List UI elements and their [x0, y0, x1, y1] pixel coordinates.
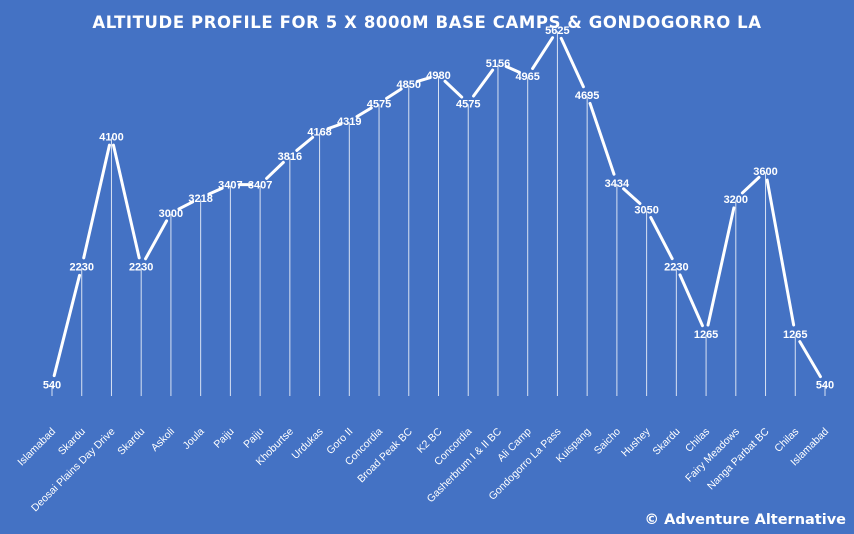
data-label: 1265: [783, 329, 807, 341]
series-segment: [52, 273, 82, 378]
series-segment: [622, 187, 642, 205]
x-tick-label: Paiju: [212, 426, 237, 451]
series-segment: [207, 186, 224, 196]
drop-lines: [51, 31, 826, 396]
x-tick-label: Skardu: [650, 426, 682, 458]
series-segment: [111, 143, 141, 260]
x-tick-label: Askoli: [149, 426, 177, 454]
data-label: 3218: [188, 193, 212, 205]
x-tick-label: Paiju: [241, 426, 266, 451]
data-label: 4850: [397, 79, 421, 91]
series-segment: [415, 76, 432, 83]
data-label: 4575: [456, 98, 480, 110]
data-label: 3407: [248, 180, 272, 192]
x-tick-label: Joula: [181, 426, 207, 452]
data-label: 5625: [545, 25, 569, 37]
series-segment: [706, 206, 736, 327]
data-label: 3600: [753, 166, 777, 178]
series-segment: [144, 219, 169, 261]
series-segment: [472, 68, 495, 98]
series-segment: [531, 36, 555, 71]
x-tick-label: Urdukas: [290, 426, 326, 462]
data-label: 3434: [605, 178, 630, 190]
altitude-series: [52, 36, 822, 379]
data-label: 4980: [426, 70, 450, 82]
series-segment: [82, 143, 111, 260]
series-segment: [326, 122, 343, 131]
data-label: 3050: [634, 205, 658, 217]
x-tick-label: Islamabad: [15, 426, 58, 469]
x-tick-label: Hushey: [619, 425, 653, 459]
data-label: 3816: [278, 151, 302, 163]
data-label: 4965: [515, 71, 539, 83]
series-segment: [678, 273, 704, 328]
series-segment: [504, 64, 521, 74]
series-segment: [295, 135, 315, 152]
series-segment: [265, 160, 285, 180]
x-tick-label: Saicho: [592, 426, 623, 457]
data-label: 540: [43, 379, 61, 391]
data-label: 4319: [337, 116, 361, 128]
series-segment: [798, 340, 822, 379]
data-label: 2230: [664, 262, 688, 274]
data-label: 4168: [307, 127, 331, 139]
series-segment: [177, 200, 195, 211]
data-label: 2230: [69, 262, 93, 274]
data-label: 3000: [159, 208, 183, 220]
data-label: 1265: [694, 329, 718, 341]
series-segment: [355, 106, 373, 118]
series-segment: [740, 175, 761, 195]
data-labels: 540 2230 4100 2230 3000 3218 3407 3407 3816 4168 4…: [43, 25, 834, 391]
series-segment: [443, 79, 464, 99]
data-label: 2230: [129, 262, 153, 274]
data-label: 3407: [218, 180, 242, 192]
series-segment: [765, 178, 796, 327]
data-label: 5156: [486, 58, 510, 70]
data-label: 4100: [99, 131, 123, 143]
series-segment: [588, 101, 616, 176]
data-label: 4695: [575, 90, 599, 102]
series-segment: [559, 36, 585, 89]
data-label: 4575: [367, 98, 391, 110]
credit-text: © Adventure Alternative: [645, 512, 847, 528]
data-label: 540: [816, 379, 834, 391]
chart-title: ALTITUDE PROFILE FOR 5 X 8000M BASE CAMP…: [92, 13, 761, 32]
series-segment: [649, 216, 674, 261]
data-label: 3200: [724, 194, 748, 206]
series-segment: [385, 87, 403, 100]
x-tick-label: Skardu: [115, 426, 147, 458]
x-tick-label: Broad Peak BC: [355, 425, 415, 485]
